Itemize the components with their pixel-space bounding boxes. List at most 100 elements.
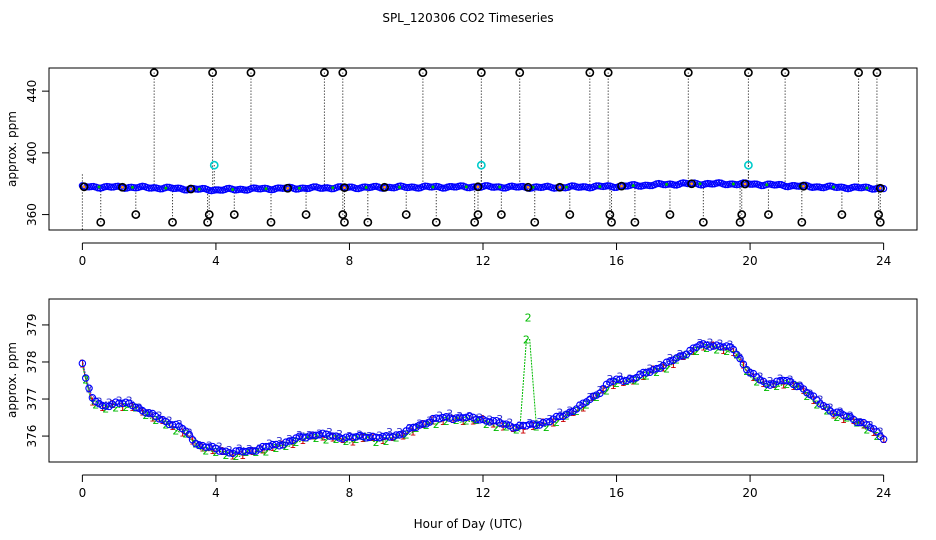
top-flag-point	[208, 68, 217, 78]
bottom-data-point	[465, 412, 474, 420]
bottom-data-point	[509, 424, 517, 432]
bottom-data-point	[248, 447, 257, 455]
top-data-point	[431, 185, 435, 189]
top-data-point	[370, 182, 378, 191]
top-flag-point	[431, 217, 441, 227]
series-2-spike-marker: 2	[525, 312, 532, 325]
series-2-marker: 2	[232, 450, 239, 463]
series-1-marker: 1	[840, 413, 847, 426]
top-flag-point	[875, 183, 885, 193]
top-flag-point	[515, 68, 525, 78]
top-flag-point	[204, 210, 214, 219]
bottom-data-point	[409, 423, 417, 432]
top-data-point	[868, 185, 877, 193]
bottom-data-point	[435, 414, 444, 423]
top-data-point	[598, 185, 602, 189]
series-2-marker: 2	[773, 380, 780, 393]
bottom-data-point	[449, 415, 457, 424]
bottom-data-point	[198, 441, 207, 450]
top-flag-point	[605, 210, 615, 219]
top-data-point	[635, 182, 643, 190]
series-3-marker: 3	[386, 426, 393, 439]
top-flag-point	[565, 210, 575, 219]
top-data-point	[579, 183, 587, 191]
top-data-point	[121, 185, 124, 189]
top-flag-point	[320, 68, 329, 78]
bottom-data-point	[78, 359, 87, 368]
top-data-point	[802, 184, 805, 188]
top-flag-point	[79, 182, 89, 192]
bottom-x-tick-label: 8	[346, 486, 354, 500]
top-data-point	[97, 185, 101, 189]
bottom-data-point	[619, 377, 627, 385]
series-2-marker: 2	[613, 377, 620, 390]
top-flag-point	[363, 217, 373, 227]
top-data-point	[130, 185, 134, 189]
bottom-data-point	[736, 354, 744, 363]
top-data-point	[739, 179, 748, 187]
top-flag-point	[401, 210, 411, 219]
bottom-x-tick-label: 12	[475, 486, 490, 500]
top-data-point	[665, 182, 669, 186]
top-flag-point	[555, 182, 565, 192]
top-flag-point	[131, 210, 141, 219]
top-data-point	[345, 183, 354, 191]
series-2-marker: 2	[202, 445, 209, 458]
top-x-tick-label: 24	[876, 254, 891, 268]
bottom-data-point	[205, 443, 213, 451]
series-2-marker: 2	[433, 418, 440, 431]
top-data-point	[145, 184, 153, 192]
series-3-marker: 3	[767, 375, 774, 388]
top-data-point	[558, 185, 562, 189]
bottom-x-tick-label: 4	[212, 486, 220, 500]
bottom-data-point	[442, 413, 451, 421]
top-data-point	[321, 184, 329, 192]
series-1-marker: 1	[109, 398, 116, 411]
top-data-point	[488, 183, 496, 191]
top-flag-point	[418, 68, 428, 78]
series-2-marker: 2	[753, 375, 760, 388]
top-data-point	[765, 183, 769, 187]
bottom-data-point	[556, 412, 564, 421]
top-flag-point	[837, 210, 847, 219]
top-data-point	[746, 180, 754, 188]
top-data-point	[316, 184, 325, 192]
series-2-marker: 2	[122, 401, 129, 414]
top-data-point	[498, 185, 502, 189]
bottom-data-point	[629, 375, 637, 383]
top-data-point	[446, 182, 454, 191]
top-data-point	[383, 185, 386, 189]
top-flag-point	[203, 217, 212, 227]
top-data-point	[150, 184, 158, 192]
series-1-marker: 1	[640, 370, 647, 383]
top-flag-point	[872, 68, 882, 78]
bottom-data-point	[662, 358, 671, 367]
bottom-data-point	[756, 376, 764, 384]
top-data-point	[476, 185, 480, 189]
series-1-marker: 1	[850, 414, 857, 427]
bottom-data-point	[712, 341, 721, 349]
bottom-data-point	[783, 376, 791, 385]
bottom-data-point	[395, 430, 404, 439]
top-data-point	[216, 186, 224, 194]
top-flag-point	[301, 210, 311, 219]
series-2-marker: 2	[693, 345, 700, 358]
series-1-marker: 1	[610, 379, 617, 392]
series-1-marker: 1	[289, 438, 296, 451]
top-data-point	[698, 182, 702, 186]
bottom-data-point	[225, 449, 234, 457]
series-3-marker: 3	[236, 443, 243, 456]
top-flag-point	[338, 210, 348, 219]
series-2-marker: 2	[263, 445, 270, 458]
top-data-point	[107, 183, 115, 191]
bottom-data-point	[132, 403, 140, 412]
series-1-marker: 1	[169, 420, 176, 433]
top-cal-point	[209, 160, 219, 170]
bottom-data-point	[606, 378, 614, 386]
top-flag-point	[283, 183, 293, 193]
series-2-marker: 2	[653, 366, 660, 379]
top-flag-point	[764, 210, 773, 219]
top-flag-point	[698, 217, 708, 227]
x-axis-label: Hour of Day (UTC)	[414, 517, 523, 531]
